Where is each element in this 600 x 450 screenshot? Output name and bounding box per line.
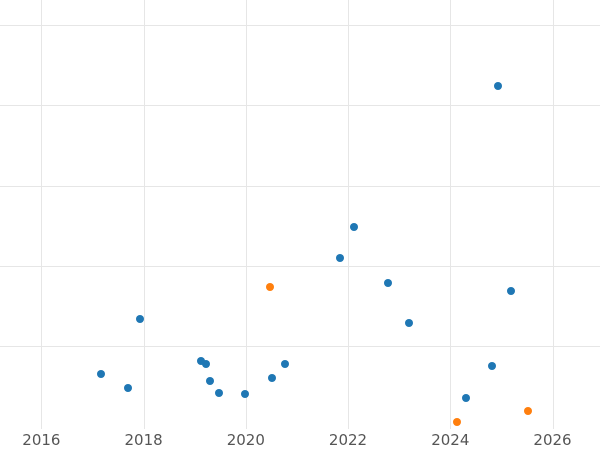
- gridline-vertical: [41, 0, 43, 429]
- scatter-point-series-blue: [135, 314, 144, 323]
- gridline-horizontal: [0, 265, 600, 267]
- scatter-point-series-blue: [196, 356, 205, 365]
- scatter-point-series-blue: [507, 286, 516, 295]
- scatter-point-series-blue: [488, 362, 497, 371]
- scatter-point-series-blue: [202, 359, 210, 368]
- scatter-point-series-blue: [241, 389, 250, 398]
- x-tick-label: 2026: [533, 431, 572, 449]
- x-tick-label: 2020: [226, 431, 265, 449]
- scatter-point-series-orange: [265, 282, 274, 291]
- gridline-horizontal: [0, 105, 600, 107]
- gridline-vertical: [552, 0, 554, 429]
- scatter-point-series-blue: [384, 278, 393, 287]
- gridline-vertical: [450, 0, 452, 429]
- x-tick-label: 2016: [22, 431, 61, 449]
- scatter-point-series-blue: [461, 393, 470, 402]
- gridline-vertical: [245, 0, 247, 429]
- x-tick-label: 2022: [328, 431, 368, 449]
- scatter-point-series-blue: [280, 359, 289, 368]
- scatter-point-series-blue: [268, 374, 277, 383]
- gridline-vertical: [143, 0, 145, 429]
- scatter-point-series-blue: [336, 253, 345, 262]
- scatter-point-series-blue: [97, 370, 106, 379]
- scatter-point-series-blue: [215, 388, 224, 397]
- scatter-point-series-blue: [206, 376, 215, 385]
- x-tick-label: 2018: [124, 431, 163, 449]
- scatter-point-series-blue: [123, 384, 132, 392]
- gridline-horizontal: [0, 24, 600, 26]
- scatter-point-series-orange: [524, 406, 533, 415]
- scatter-point-series-blue: [493, 82, 502, 90]
- gridline-horizontal: [0, 185, 600, 187]
- scatter-point-series-blue: [349, 223, 358, 232]
- scatter-point-series-orange: [452, 417, 461, 426]
- gridline-horizontal: [0, 346, 600, 348]
- x-tick-label: 2024: [431, 431, 470, 449]
- gridline-vertical: [348, 0, 349, 429]
- scatter-point-series-blue: [404, 319, 413, 327]
